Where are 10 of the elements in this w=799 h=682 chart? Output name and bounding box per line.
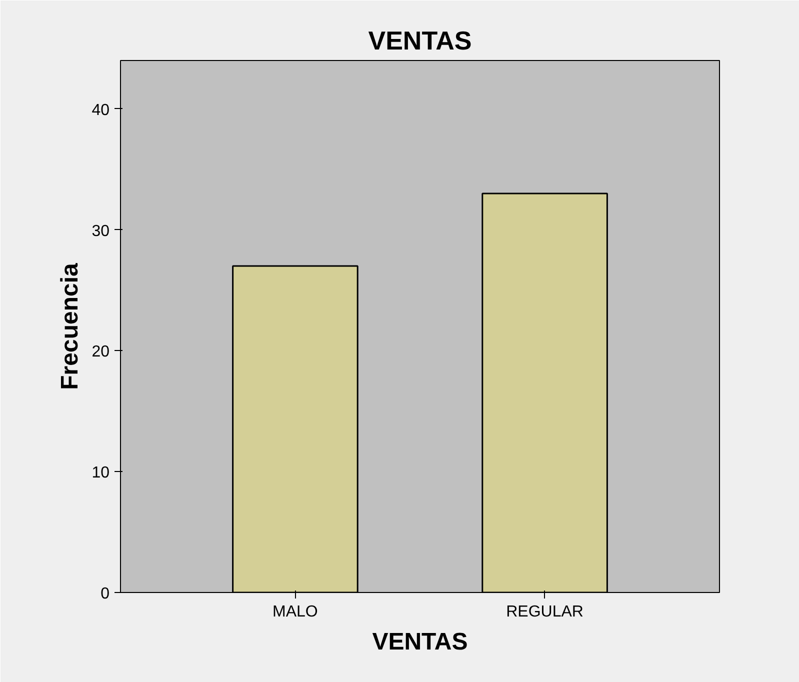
x-tick-label: MALO: [272, 604, 318, 620]
chart-title: VENTAS: [368, 26, 472, 56]
y-axis-title: Frecuencia: [56, 262, 84, 390]
y-tick-label: 30: [92, 222, 110, 240]
x-tick-label: REGULAR: [506, 604, 584, 620]
y-tick-label: 20: [92, 344, 110, 361]
x-axis-title: VENTAS: [372, 628, 468, 656]
y-tick-label: 40: [92, 102, 110, 119]
y-tick-label: 0: [100, 586, 110, 602]
y-tick-label: 10: [92, 464, 110, 482]
